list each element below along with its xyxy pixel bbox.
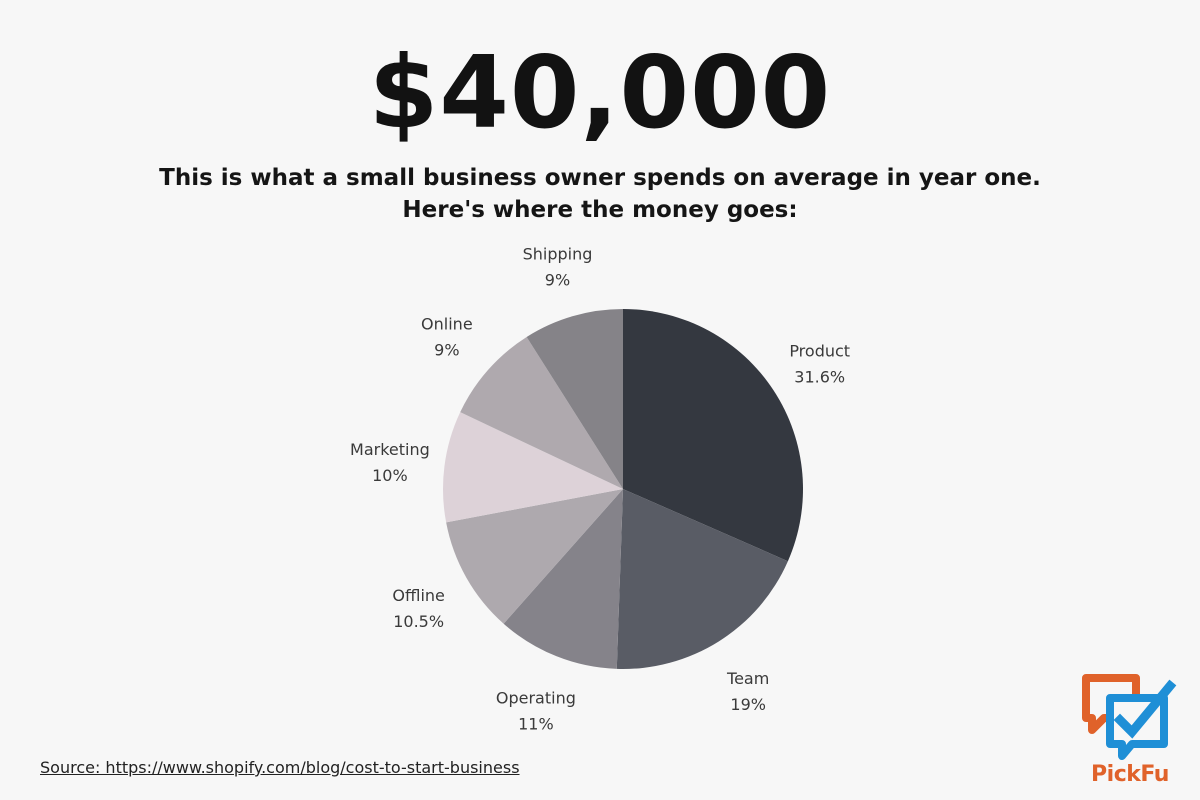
slice-value-marketing: 10% xyxy=(372,466,408,485)
pie-slice-product xyxy=(623,309,803,562)
slice-label-operating: Operating xyxy=(496,688,576,707)
source-link[interactable]: Source: https://www.shopify.com/blog/cos… xyxy=(40,758,520,777)
slice-value-product: 31.6% xyxy=(794,367,845,386)
slice-label-shipping: Shipping xyxy=(523,244,593,263)
pie-slice-offline xyxy=(446,489,623,624)
slice-value-online: 9% xyxy=(434,340,459,359)
slice-label-product: Product xyxy=(789,341,850,360)
pie-slice-online xyxy=(460,336,623,489)
slice-label-marketing: Marketing xyxy=(350,440,430,459)
subtitle-line-1: This is what a small business owner spen… xyxy=(159,165,1041,191)
slice-label-offline: Offline xyxy=(392,586,445,605)
pie-slice-operating xyxy=(503,489,623,669)
slice-value-shipping: 9% xyxy=(545,270,570,289)
pie-slice-shipping xyxy=(526,309,623,489)
pie-slice-marketing xyxy=(443,412,623,523)
logo-text: PickFu xyxy=(1091,762,1169,787)
slice-label-online: Online xyxy=(421,314,473,333)
slice-value-offline: 10.5% xyxy=(393,612,444,631)
subtitle: This is what a small business owner spen… xyxy=(0,162,1200,226)
pie-slice-team xyxy=(616,489,788,669)
pickfu-logo[interactable]: PickFu xyxy=(1080,672,1180,790)
headline-amount: $40,000 xyxy=(368,34,832,151)
pickfu-logo-icon xyxy=(1082,674,1177,760)
slice-value-operating: 11% xyxy=(518,714,554,733)
slice-label-team: Team xyxy=(726,669,769,688)
slice-value-team: 19% xyxy=(730,695,766,714)
subtitle-line-2: Here's where the money goes: xyxy=(402,197,798,223)
